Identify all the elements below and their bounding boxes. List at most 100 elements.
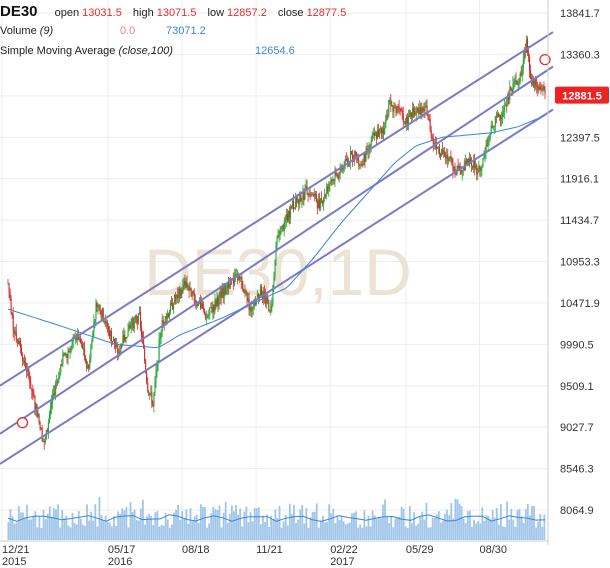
volume-bar — [363, 510, 366, 540]
candle-body — [268, 300, 270, 311]
volume-bar — [86, 504, 88, 540]
volume-bar — [183, 517, 186, 540]
price-tick-label: 9509.1 — [560, 381, 594, 393]
volume-bar — [218, 505, 221, 540]
volume-bar — [518, 509, 521, 540]
low-value: 12857.2 — [227, 7, 267, 19]
volume-bar — [286, 525, 289, 540]
candle-body — [23, 360, 25, 362]
candle-body — [187, 286, 189, 288]
volume-bar — [406, 527, 409, 540]
candle-body — [390, 99, 392, 107]
candle-body — [507, 94, 509, 106]
candle-body — [525, 39, 527, 53]
volume-label[interactable]: Volume — [0, 25, 37, 37]
candle-body — [299, 192, 301, 205]
candle-body — [488, 138, 490, 140]
candle-body — [176, 294, 178, 299]
volume-bar — [317, 527, 320, 540]
volume-bar — [369, 526, 372, 540]
candle-body — [462, 166, 464, 171]
candle-body — [124, 336, 126, 342]
candle-body — [27, 368, 29, 372]
candle-body — [251, 309, 253, 312]
volume-bar — [528, 515, 531, 540]
candle-body — [270, 305, 272, 312]
volume-bar — [384, 499, 386, 540]
volume-bar — [512, 519, 515, 540]
volume-bar — [429, 527, 432, 540]
sma-legend: Simple Moving Average (close,100) 12654.… — [0, 45, 295, 57]
volume-bar — [235, 505, 237, 540]
price-tick-label: 10471.9 — [560, 298, 600, 310]
volume-bar — [206, 527, 208, 540]
time-tick-label: 02/22 — [330, 544, 358, 556]
volume-bar — [59, 527, 62, 540]
candle-body — [354, 151, 356, 162]
volume-bar — [454, 498, 457, 540]
volume-bar — [193, 516, 196, 540]
candle-body — [206, 317, 208, 319]
candle-body — [313, 193, 315, 197]
candle-body — [375, 132, 377, 139]
volume-bar — [75, 524, 78, 540]
candle-body — [163, 322, 165, 325]
price-tick-label: 13360.3 — [560, 49, 600, 61]
candle-body — [505, 104, 507, 106]
candle-body — [333, 179, 335, 182]
candle-body — [477, 168, 479, 175]
volume-bar — [531, 506, 533, 540]
candle-body — [392, 105, 394, 112]
volume-bar — [355, 511, 357, 540]
volume-bar — [477, 520, 480, 540]
candle-body — [228, 284, 231, 288]
candle-body — [66, 354, 68, 358]
candle-body — [148, 391, 150, 396]
candle-body — [189, 288, 191, 291]
candle-body — [250, 306, 252, 312]
volume-bar — [361, 527, 364, 540]
candle-body — [48, 413, 50, 423]
channel-markers[interactable] — [16, 53, 551, 429]
candle-body — [88, 365, 90, 369]
candle-body — [183, 281, 185, 285]
time-tick-label: 11/21 — [256, 544, 283, 556]
volume-bar — [50, 518, 53, 540]
candle-body — [316, 201, 318, 209]
volume-bar — [152, 525, 155, 540]
candle-body — [104, 320, 106, 324]
symbol-name[interactable]: DE30 — [0, 3, 38, 20]
sma-label[interactable]: Simple Moving Average — [0, 45, 116, 57]
candle-body — [324, 194, 326, 199]
candle-body — [304, 189, 306, 200]
volume-bar — [539, 514, 542, 540]
candle-body — [461, 170, 463, 174]
candle-body — [439, 154, 442, 157]
volume-bar — [175, 509, 177, 540]
volume-bar — [483, 520, 486, 540]
candle-body — [336, 173, 338, 176]
candle-body — [319, 198, 322, 208]
volume-bar — [247, 522, 250, 540]
candle-body — [417, 107, 419, 110]
candle-body — [412, 108, 414, 118]
candle-body — [204, 310, 206, 315]
volume-bar — [135, 519, 138, 540]
candle-body — [534, 79, 536, 88]
volume-bar — [26, 504, 28, 540]
volume-bar — [439, 522, 442, 540]
candle-body — [512, 83, 514, 93]
volume-bar — [537, 521, 540, 540]
volume-bar — [400, 506, 403, 540]
candle-body — [169, 302, 172, 312]
volume-bar — [63, 517, 66, 540]
candle-body — [269, 310, 271, 312]
candle-body — [200, 303, 203, 309]
candle-body — [116, 345, 118, 348]
candle-body — [71, 341, 73, 349]
high-value: 13071.5 — [156, 7, 197, 19]
candle-body — [224, 284, 226, 295]
trend-channel[interactable] — [0, 31, 554, 465]
candle-body — [518, 81, 520, 85]
